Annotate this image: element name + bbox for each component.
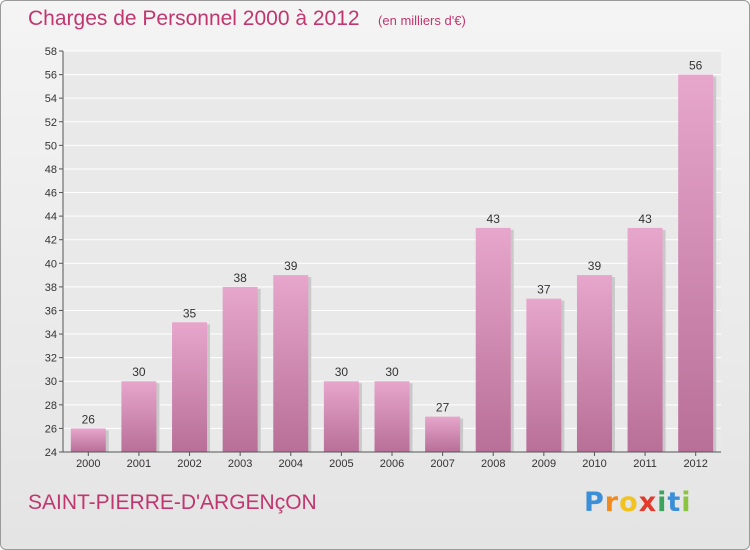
y-tick-label: 50 [45,140,57,152]
bar [323,381,359,452]
y-tick-label: 58 [45,46,57,58]
x-tick-label: 2001 [127,458,151,470]
bar [576,275,612,452]
bar [374,381,410,452]
x-tick-label: 2010 [582,458,606,470]
x-tick-label: 2007 [430,458,454,470]
y-tick-label: 34 [45,329,57,341]
y-tick-label: 36 [45,305,57,317]
bar-value-label: 35 [183,306,197,320]
x-tick-label: 2006 [380,458,404,470]
y-tick-label: 56 [45,70,57,82]
bar-value-label: 30 [385,365,399,379]
chart-title-row: Charges de Personnel 2000 à 2012 (en mil… [28,7,466,31]
brand-letter: i [657,487,668,518]
y-tick-label: 54 [45,93,57,105]
y-tick-label: 52 [45,117,57,129]
brand-letter: P [584,487,605,518]
x-tick-label: 2000 [76,458,100,470]
y-tick-label: 40 [45,258,57,270]
x-tick-label: 2004 [279,458,303,470]
brand-letter: i [681,487,692,518]
bar [121,381,157,452]
y-tick-label: 26 [45,423,57,435]
x-tick-label: 2003 [228,458,252,470]
brand-letter: t [667,487,682,518]
x-tick-label: 2012 [683,458,707,470]
brand-letter: r [604,487,620,518]
bar-value-label: 43 [638,212,652,226]
y-tick-label: 24 [45,447,57,459]
x-tick-label: 2009 [532,458,556,470]
bar [678,74,714,453]
chart-title: Charges de Personnel 2000 à 2012 [28,7,360,30]
commune-name: SAINT-PIERRE-D'ARGENçON [28,491,317,514]
bar-value-label: 43 [487,212,501,226]
bar [627,227,663,452]
x-tick-label: 2011 [633,458,657,470]
x-tick-label: 2008 [481,458,505,470]
y-tick-label: 32 [45,353,57,365]
bar-value-label: 30 [335,365,349,379]
bar [273,275,309,452]
y-tick-label: 46 [45,188,57,200]
bar-value-label: 39 [284,259,298,273]
y-tick-label: 44 [45,211,57,223]
y-tick-label: 28 [45,400,57,412]
bar [222,286,258,452]
x-tick-label: 2002 [177,458,201,470]
bar-value-label: 56 [689,59,703,73]
bar [425,416,461,452]
bar [475,227,511,452]
proxiti-logo[interactable]: Proxiti [584,487,692,518]
y-tick-label: 30 [45,376,57,388]
bar [172,322,208,452]
bar-value-label: 26 [82,412,96,426]
bar-value-label: 30 [132,365,146,379]
bar [526,298,562,452]
brand-letter: x [638,487,658,518]
bar-value-label: 39 [588,259,602,273]
x-tick-label: 2005 [329,458,353,470]
bar-value-label: 38 [233,271,247,285]
y-tick-label: 48 [45,164,57,176]
brand-letter: o [619,487,639,518]
y-tick-label: 42 [45,235,57,247]
bar-value-label: 27 [436,401,450,415]
y-tick-label: 38 [45,282,57,294]
chart-unit: (en milliers d'€) [378,13,466,28]
bar [70,428,106,452]
bar-value-label: 37 [537,283,551,297]
